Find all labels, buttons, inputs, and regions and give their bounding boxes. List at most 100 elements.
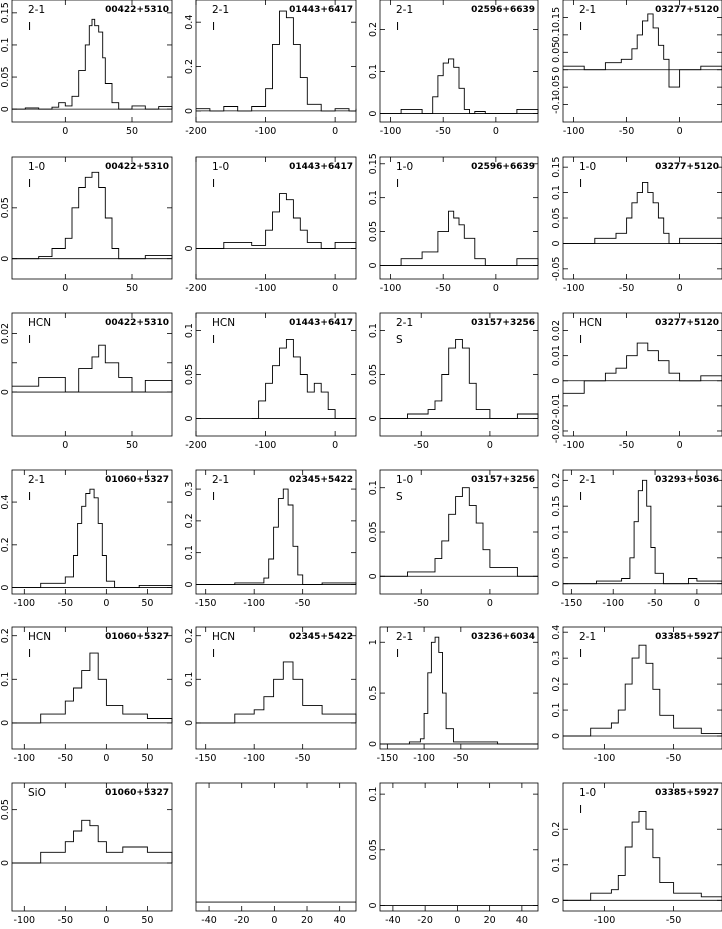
spectrum-panel: -100 -50 0 -0.05 0 0.05 0.1 0.15 1-0 I 03277+5120 (551, 157, 722, 294)
spectrum-line (563, 342, 722, 394)
transition-label: HCN (28, 631, 51, 643)
spectrum-line (12, 344, 173, 393)
spectrum-line (251, 338, 356, 419)
y-tick-label: -0.02 (551, 419, 562, 444)
polarization-label: I (579, 491, 582, 503)
x-tick-label: -50 (58, 753, 74, 764)
y-tick-label: 0.05 (368, 364, 379, 385)
panel-frame (195, 312, 357, 437)
panel-frame (379, 0, 539, 123)
polarization-label: I (212, 648, 215, 660)
y-tick-label: 0 (551, 378, 562, 384)
y-tick-label: 0.1 (551, 185, 562, 200)
y-tick-label: 0.05 (551, 42, 562, 63)
spectrum-panel: -40 -20 0 20 40 (195, 782, 357, 926)
x-tick-label: 50 (126, 126, 138, 137)
polarization-label: I (396, 21, 399, 33)
spectrum-line (196, 10, 357, 112)
polarization-label: I (28, 178, 31, 190)
x-tick-label: -50 (295, 753, 311, 764)
spectrum-panel: -150 -100 -50 0 0 0.05 0.1 0.15 0.2 2-1 I 03293+503… (551, 469, 722, 609)
spectrum-panel: -200 -100 0 0 0.05 0.1 HCN I 01443+6417 (184, 312, 357, 451)
y-tick-label: 0 (0, 256, 11, 262)
polarization-label: I (579, 21, 582, 33)
x-tick-label: -100 (563, 440, 585, 451)
y-tick-label: 0.15 (0, 2, 11, 23)
x-tick-label: -50 (619, 440, 635, 451)
y-tick-label: 0 (184, 108, 195, 114)
y-tick-label: 0.1 (551, 27, 562, 42)
polarization-label: I (212, 491, 215, 503)
source-label: 03236+6034 (471, 632, 535, 642)
x-tick-label: -200 (185, 440, 207, 451)
x-tick-label: -100 (243, 753, 265, 764)
panel-frame (11, 469, 173, 595)
panel-frame (11, 0, 173, 123)
x-tick-label: -100 (14, 598, 36, 609)
x-tick-label: -20 (234, 915, 250, 926)
y-tick-label: 0.1 (368, 64, 379, 79)
polarization-label: S (396, 334, 403, 346)
spectrum-panel: -40 -20 0 20 40 0 0.05 0.1 (368, 782, 539, 926)
y-tick-label: 0.2 (551, 677, 562, 692)
x-tick-label: 50 (126, 283, 138, 294)
x-tick-label: 50 (141, 915, 153, 926)
spectrum-line (380, 210, 539, 266)
y-tick-label: 0 (551, 733, 562, 739)
transition-label: HCN (579, 317, 602, 329)
x-tick-label: 0 (62, 440, 68, 451)
source-label: 03157+3256 (471, 318, 535, 328)
x-tick-label: 0 (332, 440, 338, 451)
spectrum-line (563, 644, 722, 737)
source-label: 03385+5927 (655, 788, 719, 798)
x-tick-label: -100 (594, 753, 616, 764)
y-tick-label: 0.15 (551, 157, 562, 178)
spectrum-panel: -100 -50 0 0 0.1 0.2 2-1 I 02596+6639 (368, 0, 539, 137)
source-label: 02345+5422 (289, 632, 353, 642)
x-tick-label: 0 (62, 126, 68, 137)
spectrum-panel: 0 50 0 0.05 0.1 0.15 2-1 I 00422+5310 (0, 0, 173, 137)
panel-frame (379, 782, 539, 912)
spectrum-panel: -150 -100 -50 0 0.5 1 2-1 I 03236+6034 (368, 626, 539, 764)
y-tick-label: 0.1 (551, 703, 562, 718)
x-tick-label: 0 (332, 126, 338, 137)
y-tick-label: 0.02 (0, 323, 11, 344)
spectrum-panel: -100 -50 0 50 0 0.05 SiO 01060+5327 (0, 782, 173, 926)
x-tick-label: -50 (58, 598, 74, 609)
source-label: 01443+6417 (289, 162, 353, 172)
x-tick-label: 50 (141, 598, 153, 609)
y-tick-label: 0.2 (551, 473, 562, 488)
y-tick-label: 0.1 (0, 672, 11, 687)
y-tick-label: 1 (368, 639, 379, 645)
panel-frame (379, 469, 539, 595)
y-tick-label: 0 (551, 67, 562, 73)
source-label: 02596+6639 (471, 162, 535, 172)
polarization-label: I (28, 648, 31, 660)
polarization-label: I (212, 178, 215, 190)
y-tick-label: 0.05 (368, 521, 379, 542)
y-tick-label: 0.2 (368, 22, 379, 37)
x-tick-label: 20 (484, 915, 496, 926)
spectrum-line (563, 13, 722, 88)
source-label: 00422+5310 (105, 162, 169, 172)
spectrum-panel: -150 -100 -50 0 0.1 0.2 HCN I 02345+5422 (184, 626, 357, 764)
panel-frame (562, 0, 722, 123)
y-tick-label: 0 (184, 581, 195, 587)
polarization-label: S (396, 491, 403, 503)
y-tick-label: 0 (368, 262, 379, 268)
transition-label: 2-1 (396, 631, 413, 643)
transition-label: 1-0 (579, 161, 596, 173)
y-tick-label: -0.05 (551, 257, 562, 282)
spectrum-panel: -100 -50 0 0.1 0.2 0.3 0.4 2-1 I 03385+5927 (551, 625, 722, 764)
x-tick-label: 0 (103, 915, 109, 926)
spectrum-line (380, 636, 538, 745)
y-tick-label: -0.05 (551, 75, 562, 100)
y-tick-label: 0.4 (0, 495, 11, 510)
source-label: 02596+6639 (471, 5, 535, 15)
spectrum-line (380, 487, 538, 577)
source-label: 01443+6417 (289, 318, 353, 328)
x-tick-label: -100 (255, 126, 277, 137)
x-tick-label: -50 (435, 283, 451, 294)
x-tick-label: 0 (332, 283, 338, 294)
source-label: 02345+5422 (289, 475, 353, 485)
